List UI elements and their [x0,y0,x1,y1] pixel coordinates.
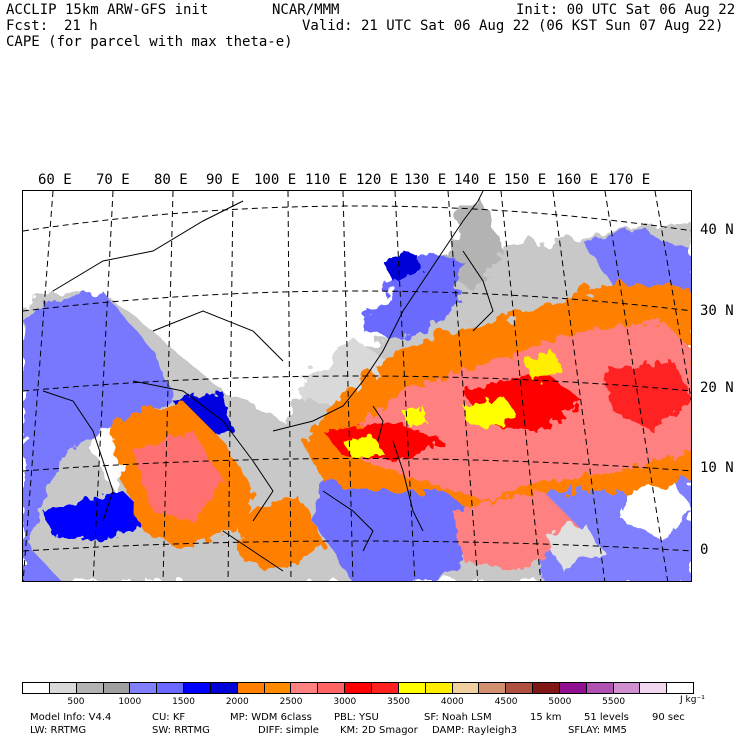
cape-map-canvas [23,191,691,581]
colorbar-swatch [667,683,694,693]
colorbar-tick-label: 2000 [225,697,249,707]
lat-lon-grid [23,191,691,581]
colorbar-tick-label: 4000 [440,697,464,707]
cu-scheme: CU: KF [152,712,186,723]
colorbar-swatch [291,683,319,693]
lon-label: 150 E [504,172,547,188]
lat-label: 20 N [700,380,734,396]
colorbar-tick-label: 500 [67,697,85,707]
lon-label: 60 E [38,172,72,188]
pbl-scheme: PBL: YSU [334,712,379,723]
colorbar-swatch [398,683,426,693]
field-title: CAPE (for parcel with max theta-e) [6,34,293,50]
colorbar-swatch [318,683,346,693]
colorbar-swatch [76,683,104,693]
colorbar-swatch [264,683,292,693]
sf-scheme: SF: Noah LSM [424,712,492,723]
fcst-label: Fcst: [6,18,49,34]
colorbar-swatch [130,683,158,693]
colorbar-tick-label: 1500 [172,697,195,707]
km-scheme: KM: 2D Smagor [340,725,418,736]
lat-label: 40 N [700,222,734,238]
org-label: NCAR/MMM [272,2,340,18]
valid-time: Valid: 21 UTC Sat 06 Aug 22 (06 KST Sun … [302,18,724,34]
colorbar-swatch [425,683,453,693]
colorbar-swatch [613,683,641,693]
resolution: 15 km [530,712,562,723]
colorbar-unit: J kg⁻¹ [680,695,705,705]
cape-colorbar [22,682,694,694]
colorbar-swatch [345,683,372,693]
model-info: Model Info: V4.4 [30,712,112,723]
lon-label: 110 E [305,172,348,188]
colorbar-tick-label: 5500 [602,697,626,707]
colorbar-swatch [371,683,399,693]
colorbar-tick-label: 2500 [279,697,303,707]
model-title: ACCLIP 15km ARW-GFS init [6,2,209,18]
colorbar-swatch [237,683,265,693]
lat-label: 10 N [700,460,734,476]
low-cape-ocean-patches [543,481,691,571]
colorbar-swatch [157,683,185,693]
lat-label: 0 [700,542,709,558]
lon-label: 170 E [608,172,651,188]
mp-scheme: MP: WDM 6class [230,712,312,723]
colorbar-swatch [640,683,668,693]
colorbar-swatch [586,683,614,693]
lon-label: 80 E [154,172,188,188]
damp-scheme: DAMP: Rayleigh3 [432,725,518,736]
lon-label: 90 E [206,172,240,188]
colorbar-swatch [184,683,211,693]
timestep: 90 sec [652,712,685,723]
levels: 51 levels [584,712,629,723]
coastlines [42,191,494,572]
sw-scheme: SW: RRTMG [152,725,210,736]
fcst-value: 21 h [64,18,98,34]
lon-label: 140 E [454,172,497,188]
colorbar-swatch [533,683,560,693]
sflay-scheme: SFLAY: MM5 [568,725,627,736]
colorbar-tick-label: 4500 [494,697,518,707]
colorbar-tick-label: 3500 [387,697,411,707]
lon-label: 130 E [404,172,447,188]
colorbar-swatch [452,683,480,693]
colorbar-swatch [23,683,50,693]
colorbar-swatch [103,683,131,693]
diff-scheme: DIFF: simple [258,725,319,736]
colorbar-tick-label: 3000 [333,697,357,707]
lon-label: 160 E [556,172,599,188]
colorbar-swatch [479,683,507,693]
colorbar-tick-label: 1000 [118,697,142,707]
lat-label: 30 N [700,303,734,319]
extreme-cape-red-yellow [323,351,691,461]
init-time: Init: 00 UTC Sat 06 Aug 22 [516,2,736,18]
lon-label: 70 E [96,172,130,188]
colorbar-swatch [210,683,238,693]
colorbar-tick-label: 5000 [548,697,572,707]
colorbar-swatch [506,683,534,693]
lw-scheme: LW: RRTMG [30,725,87,736]
cape-map [22,190,692,582]
lon-label: 120 E [356,172,399,188]
colorbar-swatch [49,683,77,693]
colorbar-swatch [559,683,587,693]
lon-label: 100 E [254,172,297,188]
